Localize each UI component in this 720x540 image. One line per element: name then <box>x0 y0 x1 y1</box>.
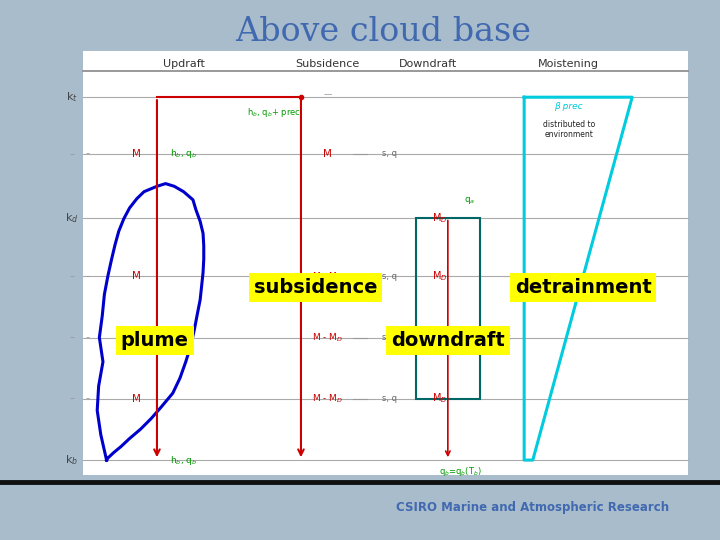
Text: detrainment: detrainment <box>515 278 652 297</box>
Text: downdraft: downdraft <box>391 330 505 350</box>
Text: α prec: α prec <box>484 333 510 342</box>
Text: –: – <box>86 150 90 158</box>
Text: k$_b$: k$_b$ <box>66 453 78 467</box>
Text: –: – <box>70 149 74 159</box>
Text: M$_D$: M$_D$ <box>431 269 447 284</box>
Text: –: – <box>70 272 74 281</box>
Text: M$_D$: M$_D$ <box>431 330 447 345</box>
Text: M - M$_D$: M - M$_D$ <box>312 270 343 283</box>
Text: M$_D$: M$_D$ <box>431 211 447 225</box>
Text: k$_t$: k$_t$ <box>66 90 78 104</box>
Text: M$_D$: M$_D$ <box>431 392 447 406</box>
Text: subsidence: subsidence <box>253 278 377 297</box>
Text: –: – <box>86 394 90 403</box>
Text: distributed to
environment: distributed to environment <box>543 120 595 139</box>
Text: β prec: β prec <box>554 103 583 111</box>
Text: –: – <box>86 333 90 342</box>
Text: CSIRO Marine and Atmospheric Research: CSIRO Marine and Atmospheric Research <box>396 501 670 514</box>
Text: —: — <box>323 90 332 99</box>
Text: s, q: s, q <box>382 272 397 281</box>
Text: –: – <box>70 333 74 342</box>
Text: M: M <box>132 272 141 281</box>
Text: M: M <box>132 333 141 342</box>
Text: q$_b$=q$_b$(T$_b$): q$_b$=q$_b$(T$_b$) <box>439 465 482 478</box>
Text: Subsidence: Subsidence <box>295 59 360 69</box>
Text: –: – <box>70 394 74 403</box>
Text: h$_b$, q$_b$: h$_b$, q$_b$ <box>170 147 197 160</box>
Text: s, q: s, q <box>382 333 397 342</box>
Bar <box>83 51 688 475</box>
Text: s, q: s, q <box>382 394 397 403</box>
Text: h$_b$, q$_b$: h$_b$, q$_b$ <box>170 454 197 467</box>
Text: h$_b$, q$_b$+ prec: h$_b$, q$_b$+ prec <box>247 106 300 119</box>
Text: Moistening: Moistening <box>539 59 599 69</box>
Text: M: M <box>132 394 141 403</box>
Text: –: – <box>86 272 90 281</box>
Text: s, q: s, q <box>382 150 397 158</box>
Bar <box>416 218 480 399</box>
Text: k$_d$: k$_d$ <box>66 211 78 225</box>
Text: M: M <box>323 149 332 159</box>
Text: M: M <box>132 149 141 159</box>
Text: Above cloud base: Above cloud base <box>235 16 531 49</box>
Text: plume: plume <box>121 330 189 350</box>
Text: q$_a$: q$_a$ <box>464 195 475 206</box>
Text: M - M$_D$: M - M$_D$ <box>312 392 343 405</box>
Text: Updraft: Updraft <box>163 59 204 69</box>
Text: M - M$_D$: M - M$_D$ <box>312 331 343 344</box>
Text: Downdraft: Downdraft <box>400 59 457 69</box>
